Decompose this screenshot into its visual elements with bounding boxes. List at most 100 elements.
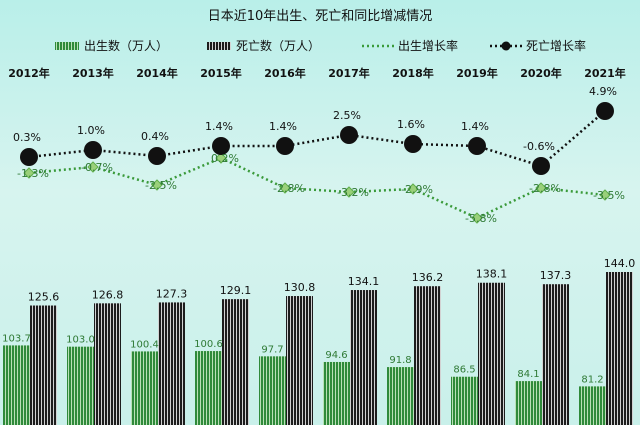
bar-birth (131, 351, 158, 425)
marker-death-rate (212, 137, 230, 155)
bar-birth (259, 356, 286, 425)
label-death-rate: 1.0% (77, 124, 105, 137)
bar-death (158, 302, 185, 425)
label-death-rate: 1.4% (269, 120, 297, 133)
line-birth-rate (28, 156, 606, 220)
label-birth-rate: -2.8% (529, 182, 561, 195)
rate-markers (20, 102, 614, 224)
bar-label-death: 134.1 (348, 275, 380, 288)
bar-label-birth: 103.0 (66, 335, 95, 346)
line-death-rate (28, 110, 606, 168)
label-death-rate: 2.5% (333, 109, 361, 122)
label-birth-rate: -2.8% (273, 182, 305, 195)
year-label: 2020年 (520, 66, 562, 80)
bar-label-birth: 84.1 (517, 369, 539, 380)
year-label: 2017年 (328, 66, 370, 80)
bar-death (414, 286, 441, 425)
value-labels: 103.7 125.6 103.0 126.8 100.4 127.3 100.6 129.1… (2, 85, 635, 385)
marker-death-rate (404, 135, 422, 153)
bar-label-death: 130.8 (284, 281, 316, 294)
label-death-rate: 4.9% (589, 85, 617, 98)
label-birth-rate: -2.5% (145, 179, 177, 192)
year-label: 2021年 (584, 66, 626, 80)
marker-birth-rate (471, 212, 483, 224)
label-birth-rate: -1.3% (17, 167, 49, 180)
bar-death (94, 303, 121, 425)
bar-label-birth: 100.6 (194, 339, 223, 350)
bar-label-birth: 91.8 (389, 355, 411, 366)
label-death-rate: -0.6% (523, 140, 555, 153)
bar-label-death: 144.0 (604, 257, 636, 270)
year-label: 2015年 (200, 66, 242, 80)
legend-label-birth-rate: 出生增长率 (398, 38, 458, 53)
marker-birth-rate (599, 189, 611, 201)
label-birth-rate: 0.2% (211, 152, 239, 165)
marker-death-rate (468, 137, 486, 155)
bar-label-birth: 81.2 (581, 374, 603, 385)
marker-death-rate (532, 157, 550, 175)
bar-death (478, 282, 505, 425)
marker-birth-rate (87, 161, 99, 173)
label-death-rate: 0.3% (13, 131, 41, 144)
legend-swatch-birth (55, 42, 79, 50)
label-birth-rate: -5.8% (465, 212, 497, 225)
marker-birth-rate (215, 152, 227, 164)
label-birth-rate: -3.2% (337, 186, 369, 199)
bar-label-death: 138.1 (476, 268, 508, 281)
year-label: 2019年 (456, 66, 498, 80)
bar-death (286, 296, 313, 425)
bar-label-death: 125.6 (28, 291, 60, 304)
year-label: 2018年 (392, 66, 434, 80)
marker-death-rate (340, 126, 358, 144)
bar-birth (195, 351, 222, 425)
bar-death (542, 284, 569, 425)
legend-marker-death-rate (501, 41, 511, 51)
bar-label-birth: 86.5 (453, 365, 475, 376)
marker-death-rate (148, 147, 166, 165)
marker-birth-rate (535, 182, 547, 194)
bar-birth (387, 367, 414, 425)
marker-death-rate (276, 137, 294, 155)
bar-birth (3, 345, 30, 425)
bar-death (606, 272, 633, 425)
bar-birth (67, 346, 94, 425)
marker-birth-rate (407, 183, 419, 195)
rate-lines (28, 110, 606, 220)
marker-death-rate (596, 102, 614, 120)
legend-label-death-rate: 死亡增长率 (526, 38, 586, 53)
bar-label-death: 137.3 (540, 269, 572, 282)
bar-death (30, 305, 57, 425)
bar-label-death: 127.3 (156, 287, 188, 300)
bar-birth (323, 361, 350, 425)
bars (3, 272, 633, 425)
label-birth-rate: -3.5% (593, 189, 625, 202)
marker-birth-rate (151, 179, 163, 191)
year-label: 2014年 (136, 66, 178, 80)
bar-label-birth: 94.6 (325, 350, 347, 361)
legend: 出生数（万人） 死亡数（万人） 出生增长率 死亡增长率 (55, 38, 586, 53)
label-death-rate: 0.4% (141, 130, 169, 143)
bar-death (222, 299, 249, 425)
marker-birth-rate (23, 167, 35, 179)
year-label: 2012年 (8, 66, 50, 80)
year-label: 2013年 (72, 66, 114, 80)
marker-death-rate (84, 141, 102, 159)
label-birth-rate: -0.7% (81, 161, 113, 174)
label-death-rate: 1.4% (461, 120, 489, 133)
legend-label-birth: 出生数（万人） (84, 38, 168, 53)
marker-death-rate (20, 148, 38, 166)
bar-label-death: 136.2 (412, 271, 444, 284)
year-label: 2016年 (264, 66, 306, 80)
bar-label-death: 129.1 (220, 284, 252, 297)
year-labels: 2012年 2013年 2014年 2015年 2016年 2017年 2018年 2019年… (8, 66, 626, 80)
label-death-rate: 1.4% (205, 120, 233, 133)
legend-label-death: 死亡数（万人） (236, 38, 320, 53)
bar-birth (579, 386, 606, 425)
bar-label-death: 126.8 (92, 288, 124, 301)
label-birth-rate: -2.9% (401, 183, 433, 196)
legend-swatch-death (207, 42, 231, 50)
marker-birth-rate (279, 182, 291, 194)
label-death-rate: 1.6% (397, 118, 425, 131)
